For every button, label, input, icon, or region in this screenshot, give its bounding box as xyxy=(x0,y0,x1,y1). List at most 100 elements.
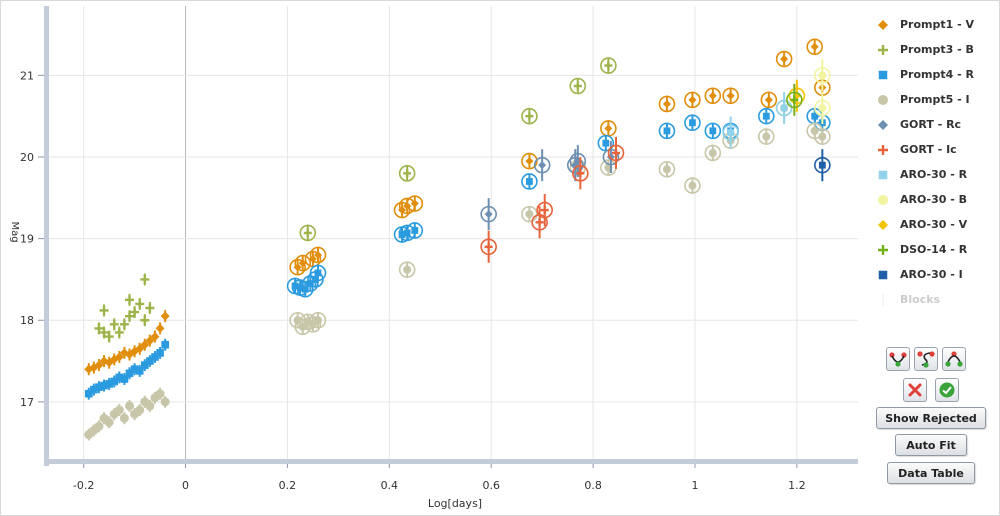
data-point[interactable] xyxy=(521,107,538,125)
data-point[interactable] xyxy=(775,50,793,68)
data-point[interactable] xyxy=(521,173,538,190)
data-point[interactable] xyxy=(160,310,170,323)
legend-item[interactable]: Prompt3 - B xyxy=(872,37,992,62)
data-point[interactable] xyxy=(684,177,701,194)
data-point[interactable] xyxy=(786,83,803,116)
data-point[interactable] xyxy=(135,342,145,355)
data-point[interactable] xyxy=(114,326,124,339)
data-point[interactable] xyxy=(104,330,114,343)
data-point[interactable] xyxy=(309,246,327,264)
data-point[interactable] xyxy=(146,355,154,368)
legend-item[interactable]: ARO-30 - I xyxy=(872,262,992,287)
data-point[interactable] xyxy=(309,264,327,282)
legend-item[interactable]: GORT - Ic xyxy=(872,137,992,162)
data-point[interactable] xyxy=(536,194,553,227)
data-point[interactable] xyxy=(140,338,150,351)
series-9[interactable] xyxy=(786,83,803,116)
series-6[interactable] xyxy=(722,92,793,149)
legend-item[interactable]: Prompt1 - V xyxy=(872,12,992,37)
fit-curve-down-icon[interactable] xyxy=(886,347,910,371)
data-point[interactable] xyxy=(130,306,140,319)
data-point[interactable] xyxy=(135,404,145,417)
data-point[interactable] xyxy=(94,322,104,335)
data-point[interactable] xyxy=(119,412,129,425)
data-point[interactable] xyxy=(161,338,169,351)
data-point[interactable] xyxy=(814,59,831,92)
data-point[interactable] xyxy=(140,314,150,327)
data-point[interactable] xyxy=(658,160,676,178)
data-point[interactable] xyxy=(521,152,538,170)
series-5[interactable] xyxy=(480,136,625,263)
fit-curve-up-icon[interactable] xyxy=(942,347,966,371)
data-point[interactable] xyxy=(480,230,497,263)
data-point[interactable] xyxy=(94,420,104,433)
accept-check-icon[interactable] xyxy=(935,378,959,402)
data-point[interactable] xyxy=(140,273,150,286)
reject-x-icon[interactable] xyxy=(903,378,927,402)
data-point[interactable] xyxy=(299,224,317,242)
data-point[interactable] xyxy=(600,57,617,74)
legend-item[interactable]: Prompt4 - R xyxy=(872,62,992,87)
data-point[interactable] xyxy=(658,95,676,113)
legend-item[interactable]: Prompt5 - I xyxy=(872,87,992,112)
data-point[interactable] xyxy=(398,165,416,182)
series-3[interactable] xyxy=(84,99,831,441)
data-point[interactable] xyxy=(569,77,587,95)
data-point[interactable] xyxy=(294,254,312,272)
data-point[interactable] xyxy=(104,416,114,429)
data-point[interactable] xyxy=(151,350,159,363)
legend-item[interactable]: Blocks xyxy=(872,287,992,312)
data-point[interactable] xyxy=(398,261,416,278)
data-point[interactable] xyxy=(125,293,135,306)
data-point[interactable] xyxy=(533,149,551,182)
data-point[interactable] xyxy=(758,107,775,125)
data-point[interactable] xyxy=(99,326,109,339)
data-point[interactable] xyxy=(114,350,124,363)
data-point[interactable] xyxy=(140,359,149,372)
data-point[interactable] xyxy=(125,367,134,380)
data-point[interactable] xyxy=(135,297,145,310)
data-point[interactable] xyxy=(704,144,722,162)
data-point[interactable] xyxy=(145,302,155,314)
legend-item[interactable]: ARO-30 - B xyxy=(872,187,992,212)
data-point[interactable] xyxy=(521,205,538,223)
data-point[interactable] xyxy=(684,91,701,109)
show-rejected-button[interactable]: Show Rejected xyxy=(876,407,986,429)
legend-item[interactable]: ARO-30 - R xyxy=(872,162,992,187)
data-point[interactable] xyxy=(758,128,775,145)
data-table-button[interactable]: Data Table xyxy=(887,462,975,484)
data-point[interactable] xyxy=(120,373,129,386)
data-point[interactable] xyxy=(704,87,722,105)
data-point[interactable] xyxy=(806,38,823,56)
data-point[interactable] xyxy=(84,387,93,400)
series-0[interactable] xyxy=(84,38,831,376)
data-point[interactable] xyxy=(145,399,155,412)
data-point[interactable] xyxy=(99,304,109,317)
data-point[interactable] xyxy=(110,375,119,388)
auto-fit-button[interactable]: Auto Fit xyxy=(895,434,967,456)
series-7[interactable] xyxy=(814,59,831,125)
data-point[interactable] xyxy=(722,87,739,105)
data-point[interactable] xyxy=(160,395,170,408)
data-point[interactable] xyxy=(572,157,589,190)
fit-curve-s-icon[interactable] xyxy=(914,347,938,371)
data-point[interactable] xyxy=(94,359,104,372)
data-point[interactable] xyxy=(480,198,497,231)
data-point[interactable] xyxy=(150,330,160,343)
legend-item[interactable]: GORT - Rc xyxy=(872,112,992,137)
data-point[interactable] xyxy=(90,383,98,396)
legend-item[interactable]: DSO-14 - R xyxy=(872,237,992,262)
data-point[interactable] xyxy=(684,114,701,132)
data-point[interactable] xyxy=(95,381,103,394)
data-point[interactable] xyxy=(109,318,119,331)
legend-item[interactable]: ARO-30 - V xyxy=(872,212,992,237)
data-point[interactable] xyxy=(125,310,135,323)
data-point[interactable] xyxy=(722,116,739,149)
data-point[interactable] xyxy=(114,404,124,417)
data-point[interactable] xyxy=(100,379,108,392)
data-point[interactable] xyxy=(607,136,625,169)
series-1[interactable] xyxy=(94,57,617,343)
data-point[interactable] xyxy=(135,364,144,377)
series-10[interactable] xyxy=(814,149,831,182)
